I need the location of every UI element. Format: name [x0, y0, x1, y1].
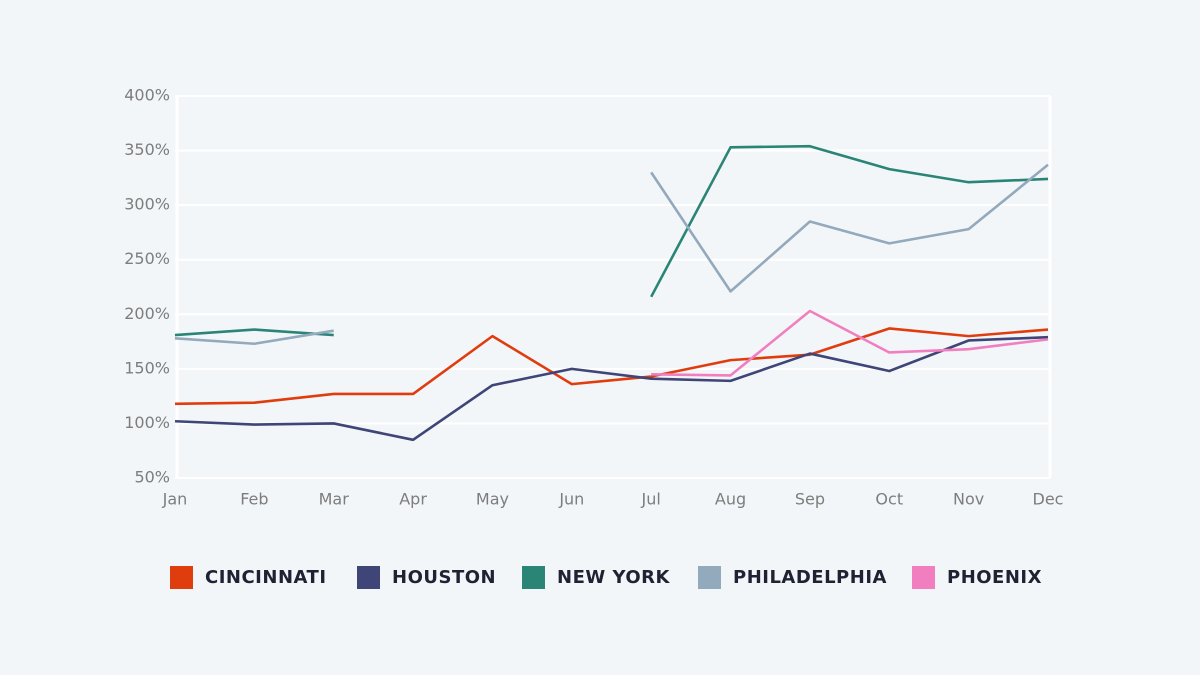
y-tick-label: 100% [124, 413, 170, 432]
legend-swatch [357, 566, 380, 589]
legend-swatch [912, 566, 935, 589]
series-line [174, 335, 1049, 442]
y-tick-label: 200% [124, 304, 170, 323]
series-line [174, 327, 1049, 406]
legend-label: HOUSTON [392, 567, 496, 588]
legend-label: PHOENIX [947, 567, 1042, 588]
x-tick-label: Feb [240, 490, 268, 509]
x-tick-label: Mar [319, 490, 350, 509]
x-tick-label: Jul [641, 490, 661, 509]
legend-swatch [522, 566, 545, 589]
y-tick-label: 50% [134, 468, 170, 487]
x-tick-label: Jun [558, 490, 584, 509]
x-tick-label: Apr [399, 490, 427, 509]
legend-label: PHILADELPHIA [733, 567, 887, 588]
x-tick-label: Nov [953, 490, 984, 509]
y-tick-label: 150% [124, 358, 170, 377]
legend-swatch [170, 566, 193, 589]
x-tick-label: Dec [1033, 490, 1064, 509]
series-line [174, 144, 1049, 337]
y-tick-label: 400% [124, 86, 170, 105]
x-tick-label: Oct [875, 490, 903, 509]
x-tick-label: Jan [162, 490, 188, 509]
series-line [174, 163, 1049, 346]
legend-label: CINCINNATI [205, 567, 327, 588]
legend-swatch [698, 566, 721, 589]
y-tick-label: 250% [124, 249, 170, 268]
series-line [651, 309, 1049, 377]
x-tick-label: May [476, 490, 509, 509]
y-tick-label: 350% [124, 140, 170, 159]
y-tick-label: 300% [124, 195, 170, 214]
x-tick-label: Sep [795, 490, 825, 509]
x-tick-label: Aug [715, 490, 746, 509]
legend-label: NEW YORK [557, 567, 671, 588]
